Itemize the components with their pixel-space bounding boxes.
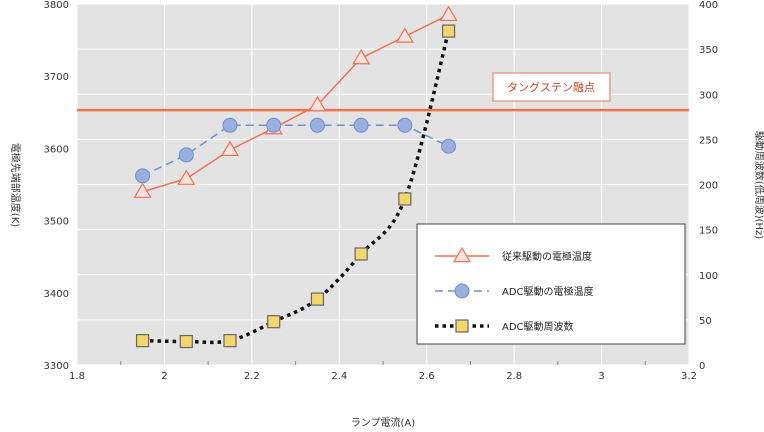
data-point-triangle: [133, 182, 152, 198]
data-point-square: [441, 24, 456, 38]
data-point-triangle: [220, 140, 240, 157]
y2-tick-label: 0: [699, 361, 705, 372]
y2-axis-title: 駆動周波数(低周波)(Hz): [753, 131, 764, 239]
data-point-circle: [441, 138, 457, 154]
x-axis-title: ランプ電流(A): [351, 416, 415, 429]
reference-line-group: タングステン融点: [77, 72, 689, 112]
y2-tick-label: 200: [699, 181, 718, 192]
legend-label: ADC駆動周波数: [502, 320, 574, 333]
y-axis-title: 電極先端部温度(K): [9, 143, 22, 227]
data-point-square: [135, 334, 150, 348]
y2-tick-label: 100: [699, 271, 718, 282]
series-line-2: [142, 124, 449, 177]
x-tick-label: 2.4: [331, 371, 347, 382]
x-tick-label: 3.2: [681, 371, 697, 382]
legend: 従来駆動の電極温度 ADC駆動の電極温度 ADC駆動周波数: [416, 223, 686, 345]
legend-label: ADC駆動の電極温度: [502, 285, 594, 298]
legend-marker-triangle: [452, 246, 472, 263]
data-point-triangle: [308, 95, 327, 112]
x-tick-label: 1.8: [69, 371, 85, 382]
data-point-square: [354, 247, 368, 261]
y-tick-label: 3600: [44, 144, 69, 155]
data-point-circle: [135, 168, 151, 184]
y-tick-label: 3400: [44, 289, 69, 300]
melting-point-label-box: [492, 72, 611, 102]
melting-point-label: タングステン融点: [507, 80, 595, 94]
data-point-circle: [353, 117, 369, 133]
x-tick-label: 2.6: [419, 371, 435, 382]
y-tick-label: 3500: [44, 217, 69, 228]
data-point-circle: [309, 117, 325, 133]
y-tick-label: 3800: [44, 0, 69, 11]
legend-marker-circle: [454, 283, 470, 299]
data-point-triangle: [395, 27, 414, 43]
y2-tick-label: 150: [699, 226, 718, 237]
tick-labels: 1.8 2 2.2 2.4 2.6 2.8 3 3.20 50 100 150 200 250 300 35…: [44, 0, 719, 382]
x-tick-label: 3: [598, 371, 604, 382]
y2-tick-label: 350: [699, 45, 718, 56]
y2-tick-label: 250: [699, 135, 718, 146]
y2-tick-label: 400: [699, 0, 718, 11]
data-point-triangle: [352, 48, 371, 65]
data-point-square: [398, 192, 412, 206]
data-point-triangle: [439, 5, 458, 22]
minor-ticks: [120, 361, 646, 365]
data-point-circle: [266, 117, 282, 133]
data-point-square: [310, 292, 325, 306]
series-group: [133, 5, 458, 349]
y-tick-label: 3700: [44, 72, 69, 83]
data-point-square: [179, 334, 193, 349]
y2-tick-label: 50: [699, 316, 712, 327]
data-point-square: [223, 334, 237, 348]
y-tick-label: 3300: [44, 361, 69, 372]
data-point-circle: [222, 117, 238, 133]
data-point-circle: [178, 147, 194, 163]
legend-marker-square: [455, 319, 469, 333]
y2-tick-label: 300: [699, 90, 718, 101]
data-point-circle: [397, 117, 413, 133]
x-tick-label: 2.8: [506, 371, 522, 382]
data-point-square: [267, 315, 281, 329]
x-tick-label: 2: [161, 371, 167, 382]
data-point-triangle: [177, 169, 196, 185]
x-tick-label: 2.2: [244, 371, 260, 382]
legend-label: 従来駆動の電極温度: [502, 250, 592, 263]
